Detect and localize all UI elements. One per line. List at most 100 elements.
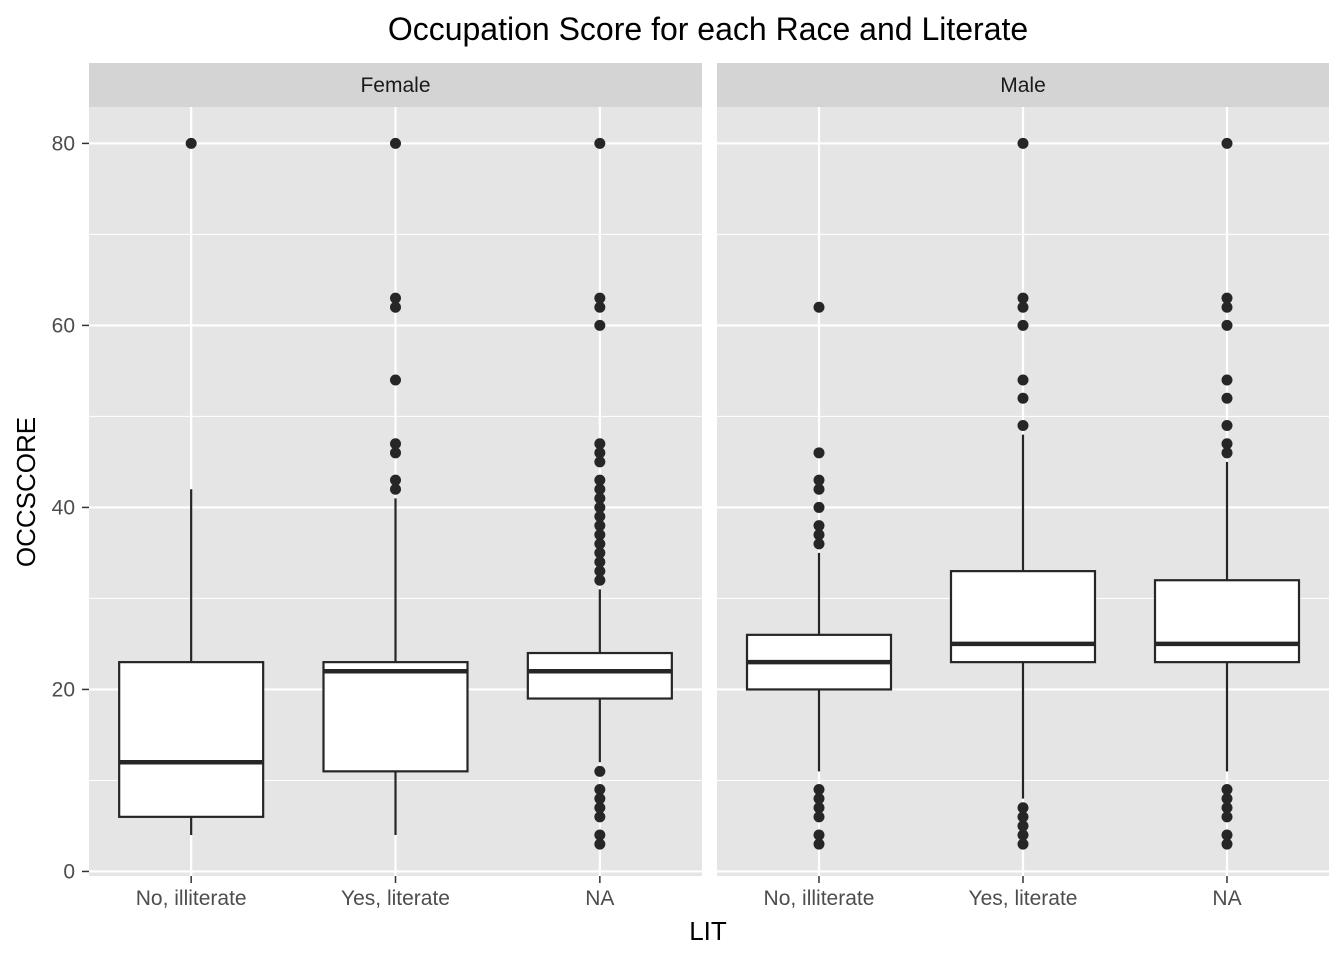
outlier-point [1221,420,1233,432]
y-tick-label: 0 [63,860,75,883]
outlier-point [594,838,606,850]
outlier-point [1017,292,1029,304]
outlier-point [390,447,401,459]
outlier-point [1017,820,1029,832]
box-no-illiterate [118,137,265,836]
outlier-point [594,501,606,513]
outlier-point [813,802,825,814]
outlier-point [1221,301,1233,313]
outlier-point [1017,802,1029,814]
outlier-point [1221,292,1233,304]
outlier-point [594,292,606,304]
outlier-point [594,456,606,468]
outlier-point [390,137,401,149]
facet-strip [89,63,702,107]
outlier-point [1017,374,1029,386]
outlier-point [1017,420,1029,432]
outlier-point [1221,447,1233,459]
outlier-point [390,301,401,313]
outlier-point [594,529,606,541]
outlier-point [1017,811,1029,823]
x-tick-label: Yes, literate [341,887,450,910]
outlier-point [594,556,606,568]
outlier-point [813,829,825,841]
outlier-point [594,520,606,532]
outlier-point [1017,838,1029,850]
outlier-point [813,301,825,313]
outlier-point [813,529,825,541]
box-yes-literate [949,137,1097,850]
box-na [526,137,673,850]
outlier-point [1017,392,1029,404]
outlier-point [813,811,825,823]
facet-panel-female: Female No, illiterate Yes, literate NA [89,63,702,910]
outlier-point [594,765,606,777]
outlier-point [1221,438,1233,450]
outlier-point [813,538,825,550]
y-tick-label: 20 [52,678,75,701]
outlier-point [594,547,606,559]
outlier-point [813,501,825,513]
y-axis-title: OCCSCORE [11,417,41,567]
y-tick-label: 40 [52,496,75,519]
outlier-point [594,492,606,504]
outlier-point [1221,838,1233,850]
outlier-point [594,538,606,550]
outlier-point [594,447,606,459]
outlier-point [594,438,606,450]
outlier-point [1017,137,1029,149]
outlier-point [594,511,606,523]
outlier-point [390,292,401,304]
outlier-point [1017,301,1029,313]
outlier-point [1221,319,1233,331]
x-tick-label: No, illiterate [136,887,247,910]
outlier-point [1221,374,1233,386]
outlier-point [594,793,606,805]
outlier-point [813,447,825,459]
facet-strip [717,63,1329,107]
outlier-point [1221,137,1233,149]
outlier-point [1017,319,1029,331]
outlier-point [594,565,606,577]
y-tick-label: 80 [52,132,75,155]
outlier-point [813,838,825,850]
outlier-point [594,483,606,495]
outlier-point [813,483,825,495]
outlier-point [1221,784,1233,796]
outlier-point [1221,802,1233,814]
outlier-point [390,483,401,495]
facet-strip-label: Female [360,74,430,97]
facet-panels: 0 20 40 60 80 Female No, illiterate Yes, litera… [52,63,1329,910]
outlier-point [594,319,606,331]
box-yes-literate [322,137,469,836]
box-na [1153,137,1301,850]
box-body [322,661,469,773]
outlier-point [594,137,606,149]
facet-strip-label: Male [1000,74,1046,97]
box-no-illiterate [745,301,893,850]
outlier-point [594,574,606,586]
y-tick-label: 60 [52,314,75,337]
facet-panel-male: Male No, illiterate Yes, literate NA [717,63,1329,910]
x-tick-label: Yes, literate [969,887,1078,910]
x-axis-title: LIT [689,916,727,946]
outlier-point [390,374,401,386]
outlier-point [1221,811,1233,823]
outlier-point [185,137,197,149]
outlier-point [813,474,825,486]
chart-title: Occupation Score for each Race and Liter… [388,11,1028,47]
outlier-point [813,520,825,532]
outlier-point [594,301,606,313]
outlier-point [594,811,606,823]
x-tick-label: NA [1212,887,1241,910]
box-body [1153,579,1301,664]
outlier-point [1221,793,1233,805]
outlier-point [594,829,606,841]
outlier-point [1221,829,1233,841]
outlier-point [1017,829,1029,841]
outlier-point [813,784,825,796]
outlier-point [594,474,606,486]
outlier-point [390,438,401,450]
outlier-point [594,784,606,796]
